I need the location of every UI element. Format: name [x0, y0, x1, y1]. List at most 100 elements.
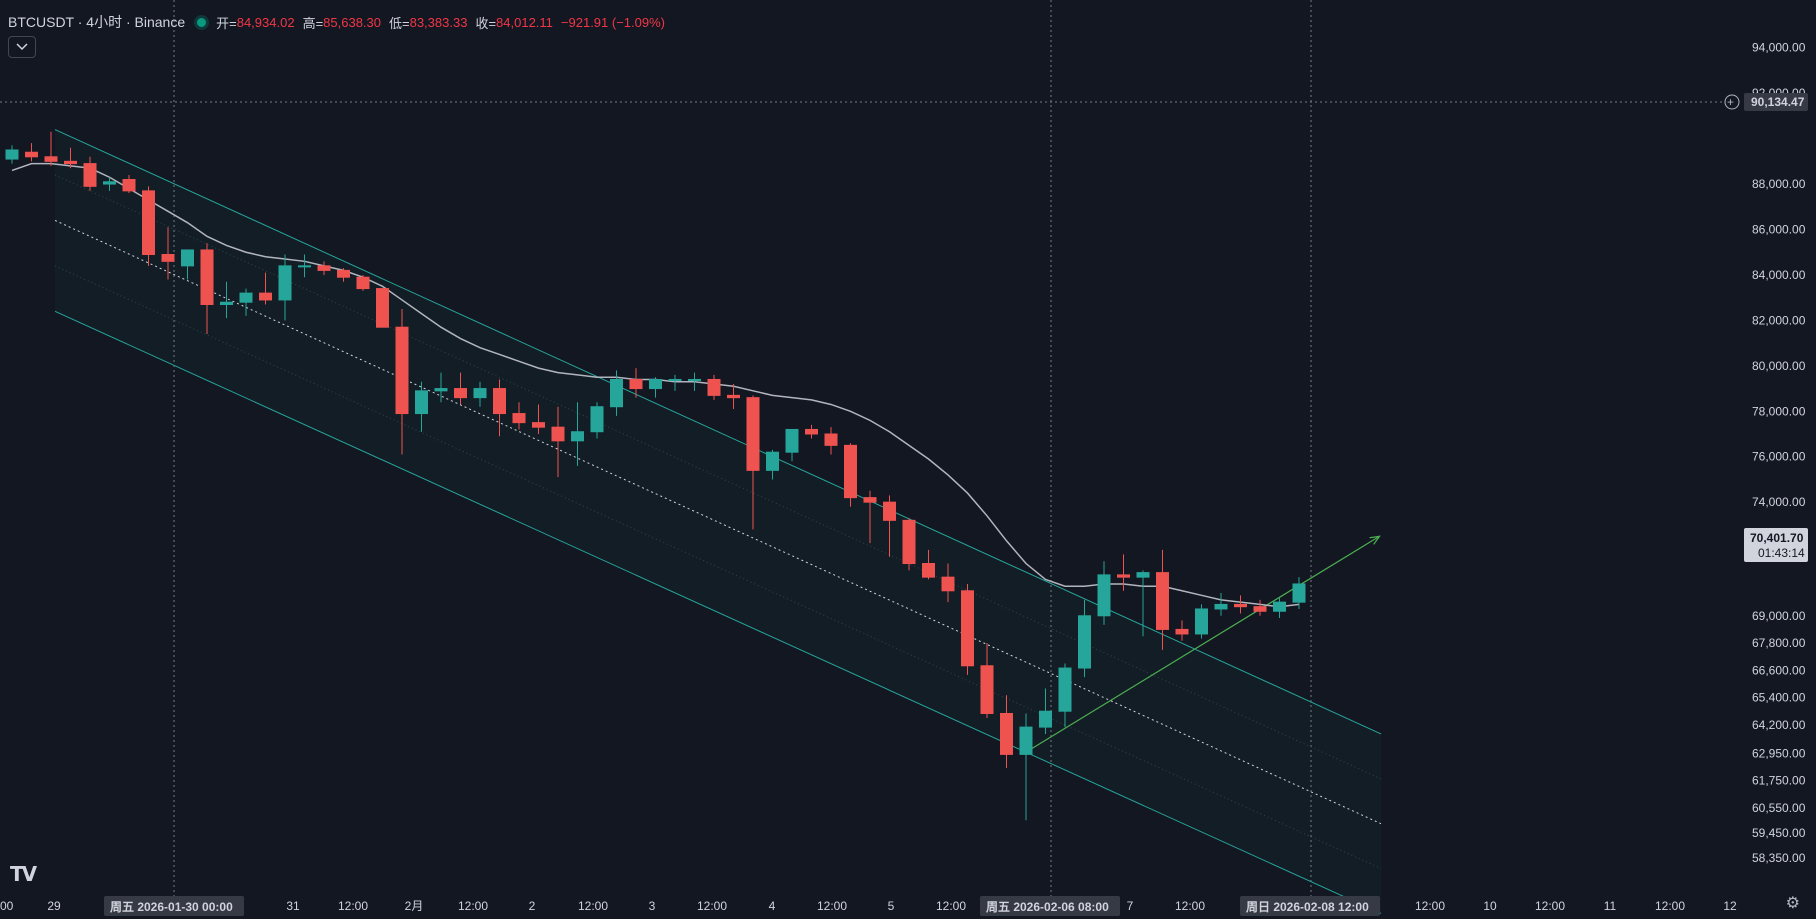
candle-body[interactable]: [785, 428, 799, 453]
candle-body[interactable]: [259, 292, 272, 301]
candle-body[interactable]: [1039, 710, 1052, 728]
collapse-legend-button[interactable]: [8, 36, 36, 58]
open-value: 84,934.02: [236, 14, 295, 30]
candle-body[interactable]: [25, 151, 38, 158]
candle-body[interactable]: [1156, 572, 1169, 630]
candle-body[interactable]: [239, 292, 253, 303]
candle-body[interactable]: [200, 249, 214, 305]
candle-body[interactable]: [83, 163, 97, 187]
time-tick-label: 12:00: [1175, 899, 1205, 913]
high-label: 高=: [302, 15, 324, 31]
candle-body[interactable]: [902, 519, 916, 565]
candle-body[interactable]: [883, 501, 896, 521]
candle-body[interactable]: [1019, 726, 1033, 755]
trend-line[interactable]: [1025, 535, 1380, 753]
candle-body[interactable]: [629, 378, 643, 390]
candle-body[interactable]: [941, 576, 955, 592]
time-tick-label: 2: [529, 899, 536, 913]
candle-body[interactable]: [610, 378, 623, 408]
candle-body[interactable]: [376, 288, 389, 328]
candle-body[interactable]: [1058, 667, 1072, 712]
candle-body[interactable]: [512, 413, 526, 424]
time-tick-label: 7: [1127, 899, 1134, 913]
candle-body[interactable]: [1253, 606, 1267, 612]
candle-body[interactable]: [395, 326, 409, 415]
chevron-down-icon: [16, 43, 28, 51]
candle-body[interactable]: [220, 301, 233, 305]
crosshair-time-label: 周五 2026-02-06 08:00: [986, 900, 1109, 914]
candle-body[interactable]: [473, 388, 487, 399]
candle-body[interactable]: [181, 249, 194, 267]
candle-body[interactable]: [356, 276, 370, 290]
candle-body[interactable]: [980, 665, 994, 714]
candle-body[interactable]: [1136, 572, 1150, 578]
candle-body[interactable]: [727, 394, 740, 399]
channel-upper-line[interactable]: [54, 129, 1382, 735]
candle-body[interactable]: [454, 388, 467, 399]
crosshair-price-label: 90,134.47: [1751, 95, 1805, 109]
candle-body[interactable]: [1000, 712, 1013, 755]
candle-body[interactable]: [64, 160, 77, 165]
candle-body[interactable]: [961, 590, 974, 667]
low-label: 低=: [389, 15, 410, 31]
candle-body[interactable]: [434, 388, 448, 392]
price-tick-label: 61,750.00: [1752, 774, 1806, 788]
candle-body[interactable]: [103, 181, 116, 185]
candle-body[interactable]: [1234, 603, 1247, 608]
add-alert-icon[interactable]: [1724, 94, 1740, 110]
candle-body[interactable]: [317, 265, 331, 271]
candle-body[interactable]: [863, 497, 877, 503]
legend-header: BTCUSDT · 4小时 · Binance 开= 84,934.02 高= …: [8, 12, 673, 32]
candle-body[interactable]: [1097, 574, 1111, 617]
candle-body[interactable]: [161, 253, 175, 262]
candle-body[interactable]: [1195, 608, 1208, 635]
candle-body[interactable]: [590, 406, 604, 433]
candle-body[interactable]: [1175, 628, 1189, 635]
time-tick-label: 11: [1604, 899, 1617, 913]
candle-body[interactable]: [571, 431, 584, 442]
candle-body[interactable]: [1292, 583, 1306, 603]
candle-body[interactable]: [922, 563, 935, 578]
candle-body[interactable]: [278, 265, 292, 301]
candle-body[interactable]: [5, 149, 19, 160]
candle-body[interactable]: [1273, 601, 1286, 612]
candle-body[interactable]: [415, 390, 428, 415]
time-tick-label: 29: [47, 899, 61, 913]
candle-body[interactable]: [337, 269, 350, 278]
candle-body[interactable]: [298, 265, 311, 268]
gear-icon[interactable]: ⚙: [1785, 895, 1800, 912]
open-label: 开=: [216, 15, 237, 31]
candle-body[interactable]: [142, 190, 155, 255]
candle-body[interactable]: [805, 428, 818, 435]
time-tick-label: 12:00: [936, 899, 966, 913]
candle-body[interactable]: [122, 179, 136, 192]
candle-body[interactable]: [649, 378, 662, 390]
change-value: −921.91 (−1.09%): [560, 14, 665, 30]
price-tick-label: 78,000.00: [1752, 404, 1806, 418]
candle-body[interactable]: [1078, 615, 1091, 669]
price-tick-label: 88,000.00: [1752, 177, 1806, 191]
tradingview-logo[interactable]: TV: [10, 862, 37, 886]
candle-body[interactable]: [668, 378, 682, 381]
time-tick-label: 12:00: [338, 899, 368, 913]
candle-body[interactable]: [766, 451, 779, 471]
price-tick-label: 67,800.00: [1752, 636, 1806, 650]
candle-body[interactable]: [44, 156, 58, 162]
candle-body[interactable]: [1214, 603, 1228, 610]
candle-body[interactable]: [844, 444, 857, 499]
candle-body[interactable]: [551, 426, 565, 442]
price-tick-label: 86,000.00: [1752, 223, 1806, 237]
candle-body[interactable]: [688, 378, 701, 381]
candle-body[interactable]: [1117, 574, 1130, 578]
candle-body[interactable]: [493, 388, 506, 415]
price-tick-label: 62,950.00: [1752, 746, 1806, 760]
crosshair-price-tag: [1744, 93, 1808, 111]
symbol-label[interactable]: BTCUSDT · 4小时 · Binance: [8, 14, 186, 30]
candle-body[interactable]: [746, 397, 760, 471]
channel-lower-line[interactable]: [54, 310, 1382, 914]
candle-body[interactable]: [532, 422, 545, 428]
candle-body[interactable]: [824, 433, 838, 446]
price-tick-label: 60,550.00: [1752, 801, 1806, 815]
candle-body[interactable]: [707, 378, 721, 396]
